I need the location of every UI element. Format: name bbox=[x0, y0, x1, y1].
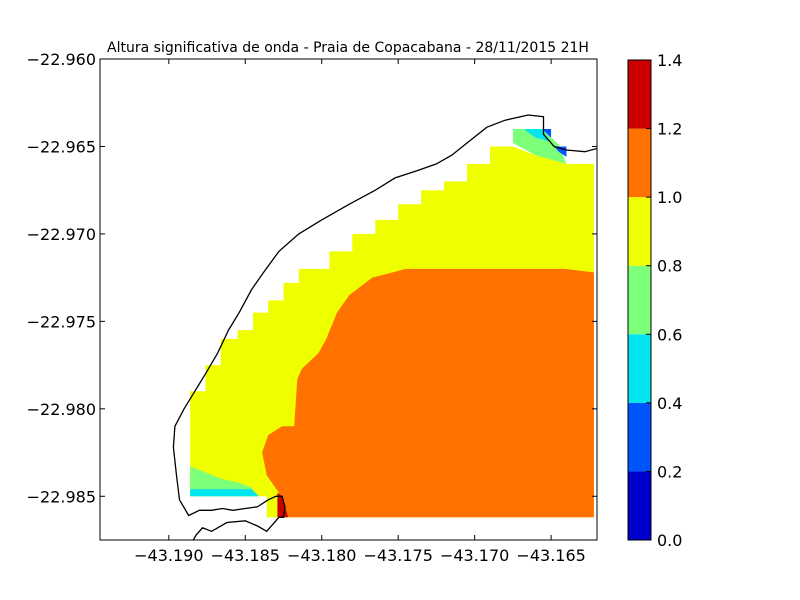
y-tick-label: −22.960 bbox=[27, 50, 96, 69]
colorbar-tick-label: 0.4 bbox=[657, 394, 682, 413]
colorbar-levels bbox=[628, 60, 651, 540]
colorbar-level-3 bbox=[628, 265, 651, 335]
colorbar-tick-label: 0.0 bbox=[657, 531, 682, 550]
colorbar-tick-label: 0.2 bbox=[657, 462, 682, 481]
colorbar-level-4 bbox=[628, 197, 651, 266]
wave-height-regions bbox=[190, 129, 594, 518]
x-tick-label: −43.190 bbox=[134, 546, 203, 565]
y-tick-label: −22.970 bbox=[27, 225, 96, 244]
plot-area: −43.190 −43.185 −43.180 −43.175 −43.170 −43.1… bbox=[27, 50, 598, 565]
y-axis: −22.960 −22.965 −22.970 −22.975 −22.980 −22.9… bbox=[27, 50, 597, 506]
coastline-group bbox=[172, 114, 597, 540]
y-tick-label: −22.980 bbox=[27, 400, 96, 419]
colorbar-level-6 bbox=[628, 60, 651, 129]
x-tick-label: −43.175 bbox=[364, 546, 433, 565]
x-tick-label: −43.180 bbox=[287, 546, 356, 565]
wave-region-2 bbox=[277, 492, 289, 518]
colorbar-tick-label: 0.6 bbox=[657, 325, 682, 344]
plot-frame bbox=[99, 58, 598, 541]
colorbar-frame bbox=[627, 59, 652, 541]
colorbar: 0.0 0.2 0.4 0.6 0.8 1.0 1.2 1.4 bbox=[627, 51, 682, 550]
colorbar-level-2 bbox=[628, 334, 651, 403]
colorbar-tick-label: 1.0 bbox=[657, 188, 682, 207]
colorbar-tick-label: 1.2 bbox=[657, 120, 682, 139]
wave-region-1 bbox=[262, 268, 594, 518]
wave-region-4 bbox=[190, 489, 259, 497]
wave-region-5 bbox=[512, 129, 567, 164]
chart-title: Altura significativa de onda - Praia de … bbox=[107, 40, 589, 56]
colorbar-ticks: 0.0 0.2 0.4 0.6 0.8 1.0 1.2 1.4 bbox=[646, 51, 682, 550]
colorbar-level-5 bbox=[628, 128, 651, 198]
coastline bbox=[172, 114, 597, 540]
y-tick-label: −22.975 bbox=[27, 312, 96, 331]
colorbar-tick-label: 1.4 bbox=[657, 51, 682, 70]
wave-region-3 bbox=[190, 466, 258, 497]
x-tick-label: −43.185 bbox=[211, 546, 280, 565]
y-tick-label: −22.985 bbox=[27, 487, 96, 506]
x-axis: −43.190 −43.185 −43.180 −43.175 −43.170 −43.1… bbox=[134, 59, 586, 565]
colorbar-tick-label: 0.8 bbox=[657, 257, 682, 276]
x-tick-label: −43.170 bbox=[440, 546, 509, 565]
x-tick-label: −43.165 bbox=[516, 546, 585, 565]
wave-region-7 bbox=[541, 129, 552, 138]
y-tick-label: −22.965 bbox=[27, 137, 96, 156]
colorbar-level-0 bbox=[628, 471, 651, 540]
colorbar-level-1 bbox=[628, 402, 651, 472]
